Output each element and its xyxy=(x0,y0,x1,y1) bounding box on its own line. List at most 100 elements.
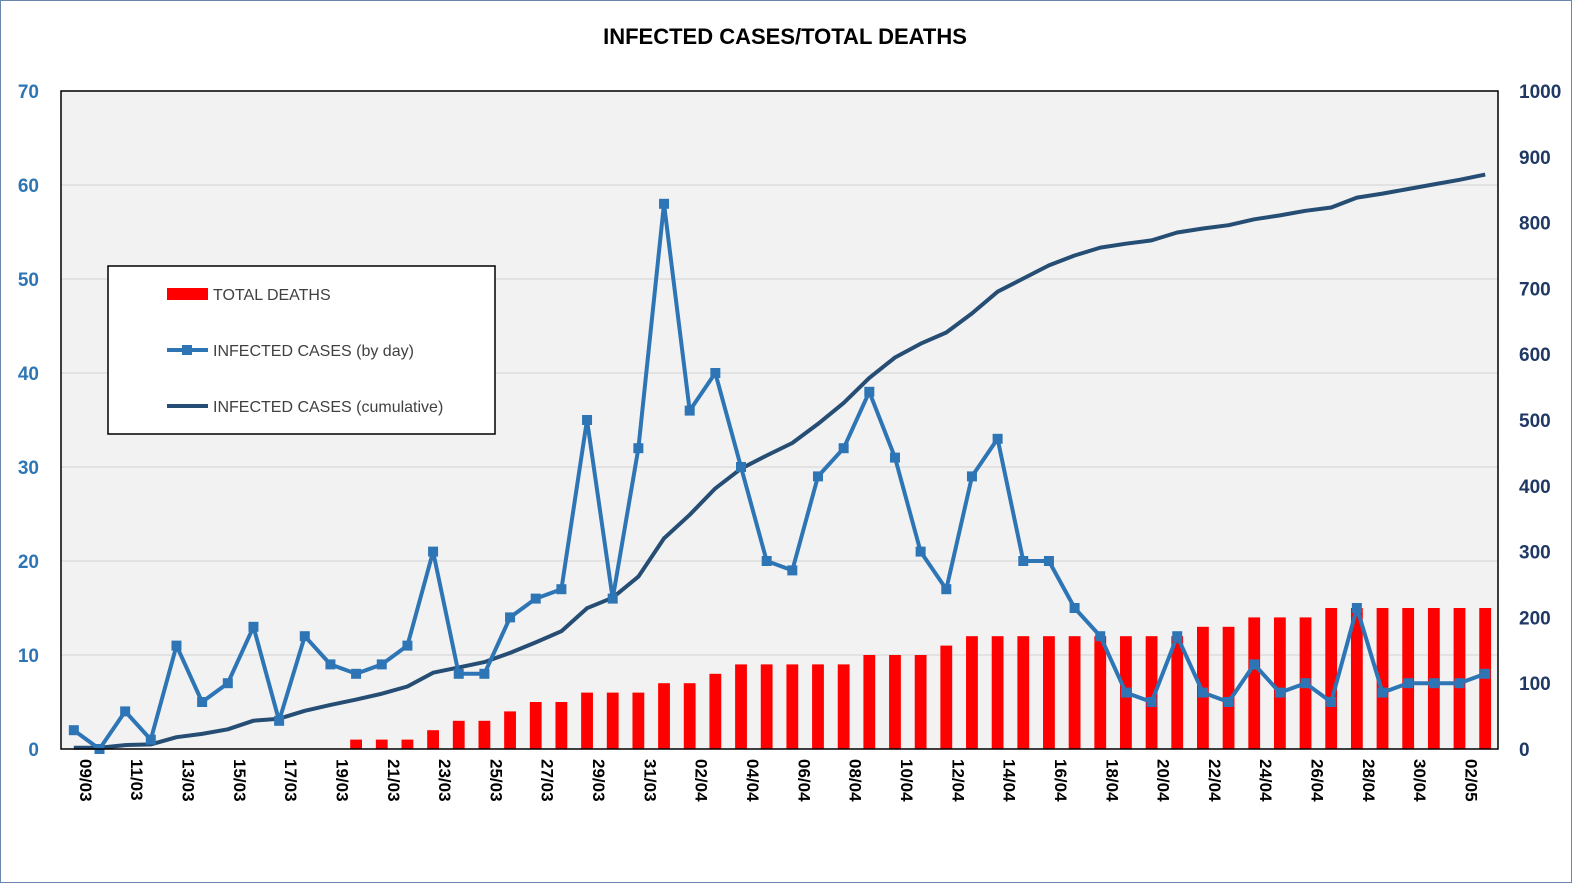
daily-point xyxy=(428,546,439,557)
daily-point xyxy=(299,631,310,642)
daily-point xyxy=(1223,697,1234,707)
x-tick-label: 31/03 xyxy=(640,759,659,802)
cumulative-series-line xyxy=(73,172,1486,750)
x-tick-label: 18/04 xyxy=(1102,759,1121,802)
daily-point xyxy=(966,471,977,482)
x-tick-label: 14/04 xyxy=(1000,759,1019,802)
daily-point xyxy=(1043,556,1054,566)
bar-deaths xyxy=(1043,636,1055,749)
bar-deaths xyxy=(1325,608,1338,749)
y-tick-left: 60 xyxy=(18,176,39,197)
y-tick-left: 30 xyxy=(18,458,39,479)
x-tick-label: 27/03 xyxy=(538,759,557,802)
bar-deaths xyxy=(658,683,670,749)
daily-point xyxy=(402,640,413,651)
daily-point xyxy=(376,659,387,670)
daily-point xyxy=(68,725,79,736)
y-tick-left: 40 xyxy=(18,364,39,385)
bar-deaths xyxy=(1094,636,1107,749)
daily-point xyxy=(736,462,747,472)
x-tick-label: 22/04 xyxy=(1205,759,1224,802)
daily-point xyxy=(325,659,336,670)
bar-deaths xyxy=(1171,636,1184,749)
bar-deaths xyxy=(991,636,1004,749)
x-tick-label: 02/04 xyxy=(692,759,711,802)
daily-point xyxy=(248,621,259,632)
daily-point xyxy=(1018,556,1029,566)
bar-deaths xyxy=(1068,636,1081,749)
x-tick-label: 25/03 xyxy=(486,759,505,802)
daily-line-group xyxy=(68,198,1491,754)
legend-label-daily: INFECTED CASES (by day) xyxy=(213,343,414,360)
legend: TOTAL DEATHS INFECTED CASES (by day) INF… xyxy=(107,265,496,435)
daily-point xyxy=(274,715,285,726)
daily-point xyxy=(787,565,798,576)
x-tick-label: 10/04 xyxy=(897,759,916,802)
y-tick-left: 0 xyxy=(28,740,39,761)
cumulative-line-group xyxy=(73,172,1486,750)
daily-point xyxy=(582,415,593,425)
bar-deaths xyxy=(478,720,491,749)
daily-point xyxy=(838,443,849,454)
y-tick-left: 70 xyxy=(18,82,39,103)
x-tick-label: 19/03 xyxy=(332,759,351,802)
y-tick-right: 400 xyxy=(1519,477,1551,498)
daily-point xyxy=(1403,678,1414,689)
x-tick-label: 30/04 xyxy=(1410,759,1429,802)
bar-deaths xyxy=(427,730,439,749)
daily-point xyxy=(145,734,156,745)
y-tick-right: 900 xyxy=(1519,148,1551,169)
bar-deaths xyxy=(1222,626,1235,749)
bar-deaths xyxy=(401,739,414,749)
bar-deaths xyxy=(1017,636,1030,749)
plot-border xyxy=(60,90,1499,750)
x-tick-label: 15/03 xyxy=(230,759,249,802)
x-tick-label: 16/04 xyxy=(1051,759,1070,802)
daily-point xyxy=(1428,678,1439,689)
x-tick-label: 08/04 xyxy=(846,759,865,802)
bar-deaths xyxy=(1145,636,1158,749)
daily-point xyxy=(453,668,464,679)
legend-swatch-deaths xyxy=(167,288,208,300)
x-tick-label: 17/03 xyxy=(281,759,300,802)
y-tick-right: 700 xyxy=(1519,279,1551,300)
x-tick-label: 20/04 xyxy=(1154,759,1173,802)
y-tick-right: 100 xyxy=(1519,674,1551,695)
daily-point xyxy=(1197,687,1208,698)
bar-deaths xyxy=(760,664,773,749)
legend-swatch-daily-marker xyxy=(182,345,192,355)
bar-deaths xyxy=(504,711,516,749)
x-tick-label: 13/03 xyxy=(178,759,197,802)
y-tick-left: 20 xyxy=(18,552,39,573)
daily-point xyxy=(659,198,670,209)
bar-deaths xyxy=(914,655,927,749)
y-tick-right: 800 xyxy=(1519,214,1551,235)
bar-deaths xyxy=(1376,608,1389,749)
y-tick-right: 0 xyxy=(1519,740,1530,761)
daily-point xyxy=(1454,678,1465,689)
x-tick-label: 02/05 xyxy=(1462,759,1481,802)
daily-point xyxy=(479,668,490,679)
bar-deaths xyxy=(966,636,978,749)
bar-deaths xyxy=(555,702,568,749)
daily-point xyxy=(505,612,516,623)
x-tick-label: 23/03 xyxy=(435,759,454,802)
daily-point xyxy=(556,584,567,595)
bar-deaths xyxy=(452,720,465,749)
y-tick-right: 500 xyxy=(1519,411,1551,432)
bar-deaths xyxy=(812,664,824,749)
daily-point xyxy=(761,556,772,566)
daily-point xyxy=(1377,687,1388,698)
daily-point xyxy=(1351,603,1362,613)
daily-point xyxy=(941,584,952,595)
daily-point xyxy=(1300,678,1311,689)
daily-point xyxy=(1326,697,1337,707)
bar-deaths xyxy=(889,655,901,749)
daily-point xyxy=(992,433,1003,444)
bar-deaths xyxy=(837,664,850,749)
bar-deaths xyxy=(606,692,619,749)
y-tick-right: 300 xyxy=(1519,543,1551,564)
bar-deaths xyxy=(1273,617,1286,749)
